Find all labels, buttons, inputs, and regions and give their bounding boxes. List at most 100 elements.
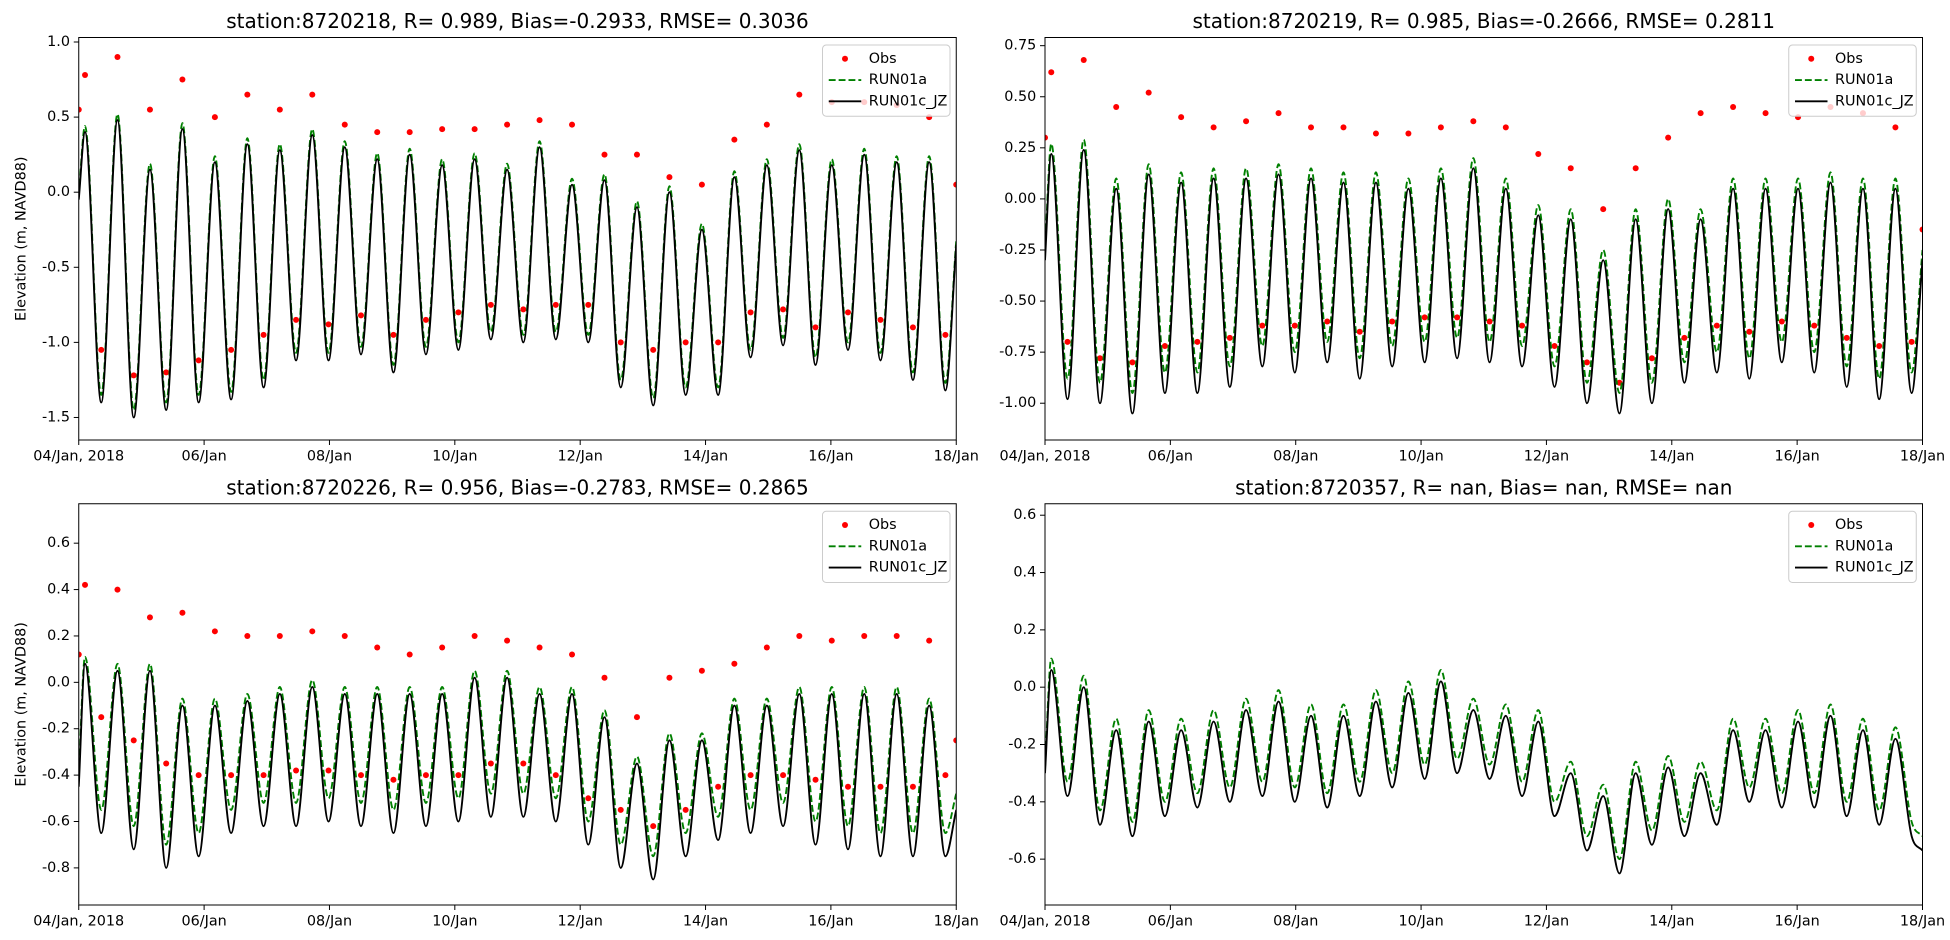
obs-point bbox=[146, 614, 153, 621]
y-tick-label: 0.0 bbox=[47, 184, 70, 200]
obs-point bbox=[244, 91, 251, 98]
obs-point bbox=[1519, 322, 1526, 329]
obs-point bbox=[1730, 103, 1737, 110]
series-line bbox=[78, 119, 957, 419]
subplot: station:8720357, R= nan, Bias= nan, RMSE… bbox=[1000, 475, 1946, 929]
legend-label: RUN01a bbox=[869, 538, 927, 554]
x-tick-label: 14/Jan bbox=[1649, 448, 1694, 464]
obs-point bbox=[163, 369, 170, 376]
obs-point bbox=[780, 772, 787, 779]
obs-point bbox=[1697, 110, 1704, 117]
obs-point bbox=[926, 637, 933, 644]
obs-point bbox=[1194, 338, 1201, 345]
plot-area bbox=[78, 581, 957, 881]
obs-point bbox=[504, 121, 511, 128]
y-tick-label: 1.0 bbox=[47, 34, 70, 50]
axes-frame bbox=[1044, 37, 1923, 441]
obs-point bbox=[293, 316, 300, 323]
x-tick-label: 04/Jan, 2018 bbox=[1000, 448, 1091, 464]
y-tick-label: 0.4 bbox=[47, 582, 70, 598]
legend-marker bbox=[1808, 522, 1815, 528]
obs-point bbox=[487, 301, 494, 308]
obs-point bbox=[536, 117, 543, 124]
obs-point bbox=[325, 767, 332, 774]
obs-point bbox=[471, 126, 478, 133]
obs-point bbox=[763, 644, 770, 651]
legend-label: Obs bbox=[1835, 517, 1863, 533]
x-tick-label: 08/Jan bbox=[307, 448, 352, 464]
obs-point bbox=[98, 346, 105, 353]
obs-point bbox=[953, 737, 957, 744]
series-line bbox=[1045, 669, 1923, 875]
legend-label: Obs bbox=[869, 517, 897, 533]
obs-point bbox=[341, 632, 348, 639]
obs-point bbox=[1161, 343, 1168, 350]
y-tick-label: 0.50 bbox=[1004, 89, 1036, 105]
obs-point bbox=[1113, 103, 1120, 110]
x-tick-label: 12/Jan bbox=[558, 913, 603, 929]
x-tick-label: 08/Jan bbox=[307, 913, 352, 929]
obs-point bbox=[812, 776, 819, 783]
obs-point bbox=[78, 651, 82, 658]
legend-label: RUN01c_JZ bbox=[1835, 93, 1914, 109]
obs-point bbox=[1681, 334, 1688, 341]
axes-frame bbox=[1044, 503, 1923, 906]
obs-point bbox=[130, 737, 137, 744]
y-tick-label: -0.6 bbox=[1008, 851, 1036, 867]
legend-marker bbox=[842, 55, 848, 62]
obs-point bbox=[942, 331, 949, 338]
obs-point bbox=[520, 760, 527, 767]
obs-point bbox=[682, 806, 689, 813]
obs-point bbox=[633, 151, 640, 158]
obs-point bbox=[1064, 338, 1071, 345]
obs-point bbox=[1045, 134, 1048, 141]
obs-point bbox=[1372, 130, 1379, 137]
obs-point bbox=[439, 644, 446, 651]
obs-point bbox=[909, 324, 916, 331]
y-tick-label: 0.00 bbox=[1004, 191, 1036, 207]
series-line bbox=[78, 662, 957, 881]
obs-point bbox=[1129, 359, 1136, 366]
obs-point bbox=[244, 632, 251, 639]
legend-marker bbox=[842, 522, 848, 528]
legend-label: RUN01c_JZ bbox=[869, 560, 948, 576]
obs-point bbox=[1437, 124, 1444, 131]
obs-point bbox=[179, 76, 186, 83]
obs-point bbox=[1919, 226, 1923, 233]
obs-point bbox=[341, 121, 348, 128]
x-tick-label: 06/Jan bbox=[181, 448, 226, 464]
obs-point bbox=[601, 674, 608, 681]
x-tick-label: 12/Jan bbox=[558, 448, 603, 464]
obs-point bbox=[1324, 318, 1331, 325]
obs-point bbox=[260, 331, 267, 338]
obs-point bbox=[585, 795, 592, 802]
x-tick-label: 14/Jan bbox=[683, 448, 728, 464]
x-tick-label: 04/Jan, 2018 bbox=[33, 913, 124, 929]
obs-point bbox=[520, 306, 527, 313]
obs-point bbox=[1811, 322, 1818, 329]
y-tick-label: -1.00 bbox=[999, 395, 1036, 411]
y-tick-label: -1.5 bbox=[42, 409, 70, 425]
x-tick-label: 06/Jan bbox=[1148, 448, 1193, 464]
obs-point bbox=[731, 660, 738, 667]
obs-point bbox=[374, 644, 381, 651]
obs-point bbox=[893, 632, 900, 639]
obs-point bbox=[1259, 322, 1266, 329]
obs-point bbox=[276, 106, 283, 113]
legend-label: RUN01a bbox=[1835, 538, 1893, 554]
obs-point bbox=[1713, 322, 1720, 329]
y-tick-label: 0.5 bbox=[47, 109, 70, 125]
subplot: station:8720219, R= 0.985, Bias=-0.2666,… bbox=[999, 9, 1945, 464]
obs-point bbox=[228, 346, 235, 353]
x-tick-label: 04/Jan, 2018 bbox=[33, 448, 124, 464]
obs-point bbox=[666, 674, 673, 681]
obs-point bbox=[763, 121, 770, 128]
x-tick-label: 10/Jan bbox=[1398, 448, 1443, 464]
y-tick-label: -1.0 bbox=[42, 334, 70, 350]
obs-point bbox=[715, 339, 722, 346]
obs-point bbox=[309, 628, 316, 635]
obs-point bbox=[439, 126, 446, 133]
y-tick-label: -0.2 bbox=[1008, 737, 1036, 753]
obs-point bbox=[1145, 89, 1152, 96]
